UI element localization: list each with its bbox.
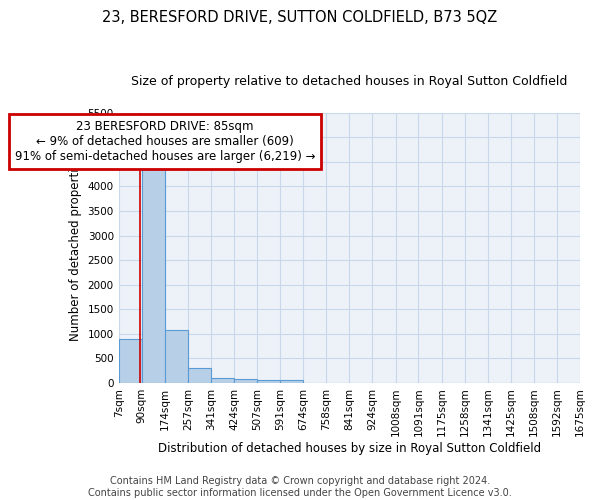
Bar <box>211 378 234 383</box>
Bar <box>280 380 303 383</box>
Bar <box>165 330 188 383</box>
Bar <box>257 380 280 383</box>
X-axis label: Distribution of detached houses by size in Royal Sutton Coldfield: Distribution of detached houses by size … <box>158 442 541 455</box>
Text: 23, BERESFORD DRIVE, SUTTON COLDFIELD, B73 5QZ: 23, BERESFORD DRIVE, SUTTON COLDFIELD, B… <box>103 10 497 25</box>
Text: 23 BERESFORD DRIVE: 85sqm
← 9% of detached houses are smaller (609)
91% of semi-: 23 BERESFORD DRIVE: 85sqm ← 9% of detach… <box>14 120 315 163</box>
Bar <box>142 157 165 383</box>
Y-axis label: Number of detached properties: Number of detached properties <box>69 155 82 341</box>
Title: Size of property relative to detached houses in Royal Sutton Coldfield: Size of property relative to detached ho… <box>131 75 568 88</box>
Bar <box>188 368 211 383</box>
Bar <box>119 338 142 383</box>
Bar <box>234 379 257 383</box>
Text: Contains HM Land Registry data © Crown copyright and database right 2024.
Contai: Contains HM Land Registry data © Crown c… <box>88 476 512 498</box>
